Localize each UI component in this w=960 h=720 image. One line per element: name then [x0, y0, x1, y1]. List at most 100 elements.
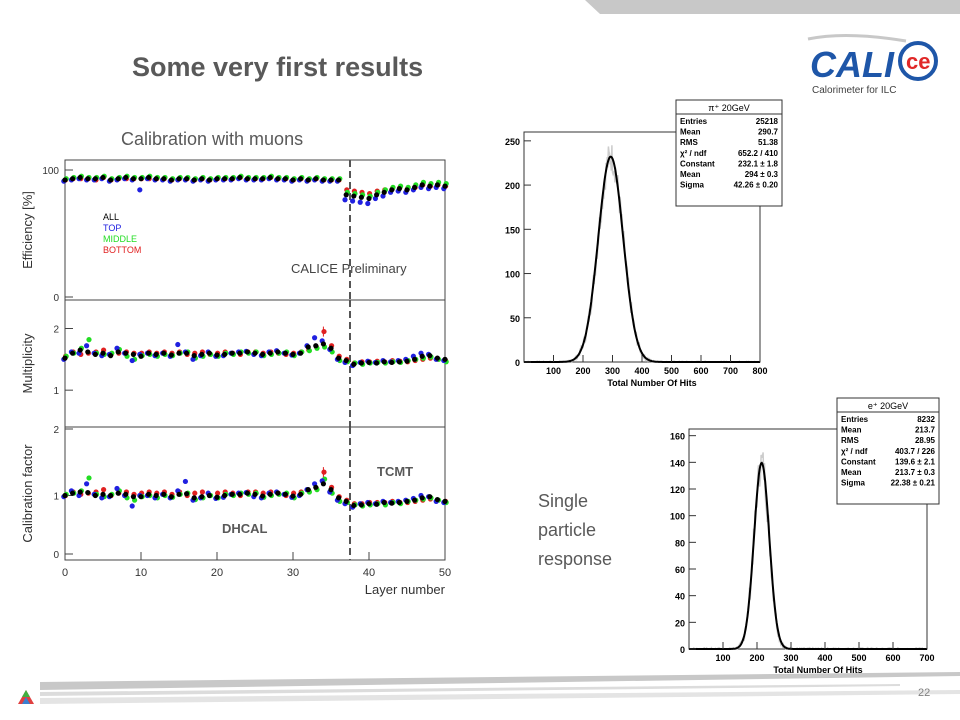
stats-value: 139.6 ± 2.1	[895, 457, 936, 466]
data-point-all	[282, 350, 288, 356]
y-tick-label: 2	[53, 425, 59, 436]
stats-value: 25218	[756, 117, 779, 126]
legend-entry: MIDDLE	[103, 234, 137, 244]
footer-stripe-2	[40, 684, 900, 696]
data-point-all	[206, 350, 212, 356]
data-point-all	[229, 350, 235, 356]
data-point-all	[320, 341, 326, 347]
data-point-all	[123, 174, 129, 181]
data-point-all	[123, 350, 129, 356]
data-point-all	[222, 176, 228, 182]
data-point-all	[419, 495, 425, 501]
data-point-all	[244, 349, 250, 355]
data-point-all	[153, 351, 159, 357]
data-point-all	[381, 189, 387, 195]
data-point-all	[199, 351, 205, 357]
argonne-logo-icon	[18, 690, 34, 704]
y-tick-label: 100	[42, 166, 59, 177]
x-tick-label: 10	[135, 567, 147, 579]
data-point-all	[100, 491, 106, 497]
data-point-top	[312, 335, 318, 341]
data-point-all	[252, 176, 258, 182]
stats-value: 28.95	[915, 436, 936, 445]
data-point-all	[70, 490, 76, 496]
legend-entry: ALL	[103, 212, 119, 222]
data-point-all	[404, 498, 410, 504]
stats-title: π⁺ 20GeV	[708, 103, 749, 113]
data-point-all	[434, 496, 440, 503]
x-tick-label: 400	[634, 366, 649, 376]
data-point-middle	[86, 337, 92, 343]
data-point-all	[396, 359, 402, 365]
single-particle-line: particle	[538, 520, 597, 540]
data-point-all	[267, 350, 273, 356]
x-tick-label: 100	[715, 653, 730, 663]
stats-title: e⁺ 20GeV	[868, 401, 908, 411]
stats-key: χ² / ndf	[680, 149, 707, 158]
data-point-bottom	[321, 328, 327, 335]
data-point-all	[237, 491, 243, 497]
data-point-all	[184, 176, 190, 182]
data-point-all	[320, 177, 326, 183]
gauss-fit-curve	[689, 461, 927, 650]
data-point-all	[396, 499, 402, 506]
data-point-all	[442, 356, 448, 362]
stats-key: Entries	[841, 415, 869, 424]
data-point-all	[298, 491, 304, 497]
data-point-all	[184, 350, 190, 356]
data-point-all	[206, 177, 212, 183]
y-tick-label: 0	[53, 550, 59, 561]
data-point-top	[175, 341, 181, 348]
stats-box	[675, 99, 783, 207]
data-point-top	[137, 187, 143, 193]
legend-entry: BOTTOM	[103, 245, 141, 255]
data-point-top	[182, 478, 188, 485]
data-point-all	[366, 359, 372, 366]
stats-key: Sigma	[841, 479, 866, 488]
data-point-bottom	[101, 487, 107, 493]
data-point-all	[343, 357, 349, 364]
data-point-all	[77, 174, 83, 181]
data-point-all	[92, 351, 98, 357]
data-point-all	[404, 187, 410, 193]
data-point-all	[260, 351, 266, 357]
y-tick-label: 120	[670, 485, 685, 495]
stats-value: 213.7 ± 0.3	[895, 468, 936, 477]
y-axis-label: Multiplicity	[20, 333, 35, 393]
data-point-all	[191, 177, 197, 183]
stats-key: Sigma	[680, 181, 705, 190]
data-point-all	[85, 349, 91, 355]
data-point-all	[214, 352, 220, 358]
data-point-top	[342, 197, 348, 203]
stats-key: RMS	[680, 138, 698, 147]
data-point-all	[313, 176, 319, 182]
data-point-all	[275, 176, 281, 182]
single-particle-label: Single particle response	[538, 487, 658, 574]
data-point-all	[366, 195, 372, 202]
y-tick-label: 100	[505, 270, 520, 280]
data-point-all	[389, 500, 395, 506]
x-tick-label: 400	[817, 653, 832, 663]
data-point-top	[84, 343, 90, 349]
data-point-all	[374, 501, 380, 507]
data-point-all	[412, 184, 418, 190]
data-point-all	[214, 494, 220, 500]
data-point-all	[412, 497, 418, 503]
data-point-all	[336, 177, 342, 183]
data-point-all	[427, 183, 433, 189]
x-tick-label: 100	[546, 366, 561, 376]
data-point-all	[70, 350, 76, 356]
data-point-all	[62, 492, 68, 499]
data-point-all	[85, 489, 91, 496]
panel-frame	[64, 299, 446, 428]
data-point-all	[70, 176, 76, 182]
data-point-all	[351, 361, 357, 367]
data-point-all	[358, 502, 364, 508]
stats-value: 213.7	[915, 426, 936, 435]
page-number: 22	[918, 687, 931, 699]
x-tick-label: 600	[885, 653, 900, 663]
data-point-all	[115, 490, 121, 496]
x-tick-label: 200	[749, 653, 764, 663]
x-tick-label: 700	[919, 653, 934, 663]
